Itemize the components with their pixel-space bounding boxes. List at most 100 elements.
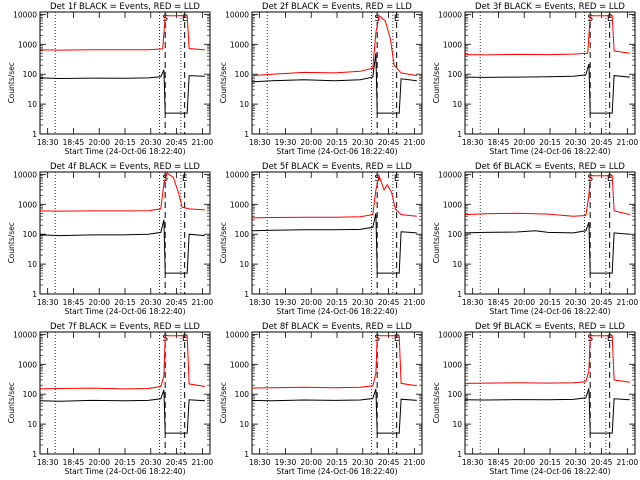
- x-tick-label: 20:45: [591, 138, 613, 147]
- y-axis-label: Counts/sec: [432, 62, 441, 103]
- y-tick-label: 1: [457, 450, 462, 459]
- x-tick-label: 20:15: [326, 298, 348, 307]
- panel-title: Det 5f BLACK = Events, RED = LLD: [262, 162, 412, 172]
- marker-label-s: S: [374, 14, 380, 24]
- y-tick-label: 10000: [13, 170, 37, 179]
- y-tick-label: 10000: [438, 330, 462, 339]
- y-tick-label: 10: [239, 100, 249, 109]
- series-lld-line: [465, 175, 630, 217]
- y-axis-label: Counts/sec: [219, 382, 228, 423]
- x-tick-label: 20:00: [88, 458, 110, 467]
- detector-panel-1: Det 1f BLACK = Events, RED = LLD 1 10 100 10…: [7, 2, 213, 156]
- marker-label-e: E: [394, 174, 400, 184]
- y-axis-label: Counts/sec: [219, 62, 228, 103]
- x-tick-label: 20:45: [378, 298, 400, 307]
- detector-panel-3: Det 3f BLACK = Events, RED = LLD 1 10 100 10…: [432, 2, 638, 156]
- y-tick-label: 100: [23, 70, 38, 79]
- y-axis-label: Counts/sec: [7, 222, 16, 263]
- y-tick-label: 100: [448, 390, 463, 399]
- panel-title: Det 4f BLACK = Events, RED = LLD: [50, 162, 200, 172]
- detector-panel-7: Det 7f BLACK = Events, RED = LLD 1 10 100 10…: [7, 322, 213, 476]
- x-tick-label: 18:45: [488, 458, 510, 467]
- x-tick-label: 20:45: [166, 138, 188, 147]
- marker-label-e: E: [182, 334, 188, 344]
- x-tick-label: 20:15: [539, 138, 561, 147]
- x-tick-label: 20:30: [140, 458, 162, 467]
- x-tick-label: 20:15: [539, 458, 561, 467]
- y-tick-label: 1: [244, 290, 249, 299]
- x-axis-label: Start Time (24-Oct-06 18:22:40): [489, 147, 610, 156]
- x-tick-label: 20:00: [300, 138, 322, 147]
- marker-label-e: E: [394, 334, 400, 344]
- x-tick-label: 18:30: [37, 138, 59, 147]
- y-tick-label: 1000: [443, 40, 462, 49]
- x-tick-label: 20:30: [352, 138, 374, 147]
- x-tick-label: 20:45: [591, 458, 613, 467]
- y-tick-label: 1: [457, 130, 462, 139]
- series-lld-line: [40, 15, 205, 51]
- series-lld-line: [465, 335, 630, 384]
- x-tick-label: 18:45: [488, 298, 510, 307]
- marker-label-e: E: [182, 14, 188, 24]
- marker-label-e: E: [607, 334, 613, 344]
- series-events-line: [465, 63, 630, 114]
- x-tick-label: 20:45: [378, 138, 400, 147]
- y-tick-label: 100: [235, 70, 250, 79]
- series-lld-line: [465, 15, 630, 56]
- series-events-line: [465, 387, 630, 434]
- x-tick-label: 18:30: [249, 298, 271, 307]
- y-tick-label: 1: [457, 290, 462, 299]
- x-tick-label: 20:00: [88, 138, 110, 147]
- y-tick-label: 1: [32, 130, 37, 139]
- detector-panel-4: Det 4f BLACK = Events, RED = LLD 1 10 100 10…: [7, 162, 213, 316]
- y-tick-label: 1000: [443, 200, 462, 209]
- panel-title: Det 6f BLACK = Events, RED = LLD: [475, 162, 625, 172]
- x-tick-label: 21:00: [404, 458, 426, 467]
- x-tick-label: 21:00: [404, 298, 426, 307]
- x-tick-label: 20:45: [166, 458, 188, 467]
- x-tick-label: 21:00: [617, 298, 639, 307]
- x-axis-label: Start Time (24-Oct-06 18:22:40): [489, 467, 610, 476]
- x-tick-label: 21:00: [192, 458, 214, 467]
- x-tick-label: 20:00: [88, 298, 110, 307]
- panel-title: Det 9f BLACK = Events, RED = LLD: [475, 322, 625, 332]
- y-tick-label: 100: [448, 230, 463, 239]
- y-axis-label: Counts/sec: [219, 222, 228, 263]
- y-tick-label: 1000: [230, 200, 249, 209]
- y-tick-label: 10: [27, 420, 37, 429]
- series-events-line: [40, 69, 205, 114]
- y-tick-label: 10000: [225, 330, 249, 339]
- y-tick-label: 1000: [230, 360, 249, 369]
- y-tick-label: 10: [239, 260, 249, 269]
- y-tick-label: 10000: [13, 330, 37, 339]
- y-tick-label: 100: [448, 70, 463, 79]
- y-tick-label: 1000: [230, 40, 249, 49]
- x-tick-label: 18:30: [462, 458, 484, 467]
- x-tick-label: 20:30: [565, 458, 587, 467]
- y-tick-label: 10: [452, 420, 462, 429]
- x-tick-label: 20:00: [513, 138, 535, 147]
- y-axis-label: Counts/sec: [432, 222, 441, 263]
- x-tick-label: 20:00: [300, 458, 322, 467]
- x-tick-label: 20:30: [140, 138, 162, 147]
- series-events-line: [40, 389, 205, 434]
- x-tick-label: 18:45: [488, 138, 510, 147]
- y-axis-label: Counts/sec: [7, 62, 16, 103]
- x-tick-label: 18:30: [462, 138, 484, 147]
- y-tick-label: 10000: [438, 10, 462, 19]
- x-tick-label: 21:00: [617, 458, 639, 467]
- marker-label-e: E: [394, 14, 400, 24]
- panel-title: Det 8f BLACK = Events, RED = LLD: [262, 322, 412, 332]
- marker-label-e: E: [607, 14, 613, 24]
- x-tick-label: 21:00: [617, 138, 639, 147]
- x-tick-label: 20:15: [326, 138, 348, 147]
- x-tick-label: 20:15: [114, 298, 136, 307]
- x-tick-label: 20:45: [166, 298, 188, 307]
- series-lld-line: [252, 14, 417, 77]
- y-tick-label: 100: [235, 230, 250, 239]
- y-tick-label: 10: [239, 420, 249, 429]
- y-axis-label: Counts/sec: [432, 382, 441, 423]
- x-tick-label: 20:30: [565, 138, 587, 147]
- panel-title: Det 1f BLACK = Events, RED = LLD: [50, 2, 200, 12]
